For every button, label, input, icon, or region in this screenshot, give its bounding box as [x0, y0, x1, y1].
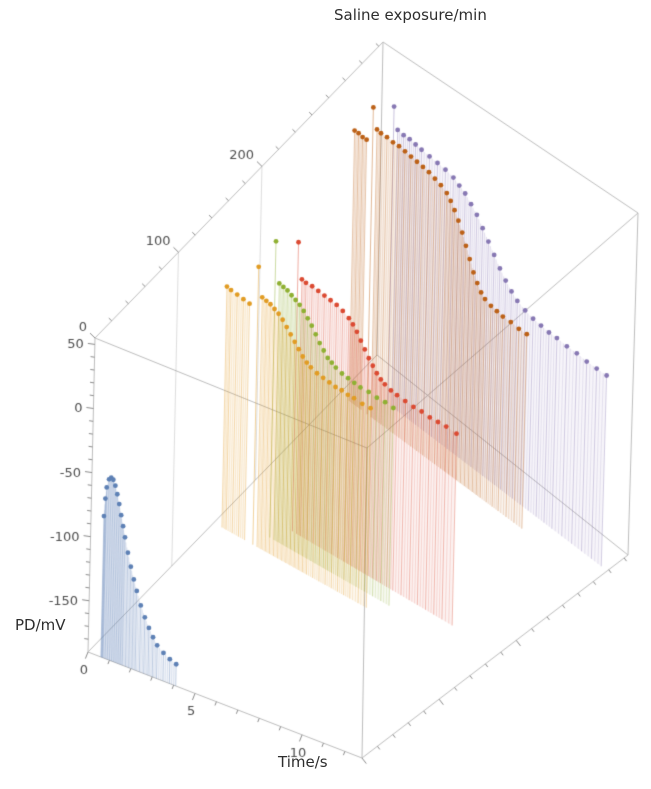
- time-axis-title: Time/s: [278, 753, 328, 771]
- saline-axis-title: Saline exposure/min: [334, 6, 487, 24]
- pd-axis-title: PD/mV: [15, 616, 66, 634]
